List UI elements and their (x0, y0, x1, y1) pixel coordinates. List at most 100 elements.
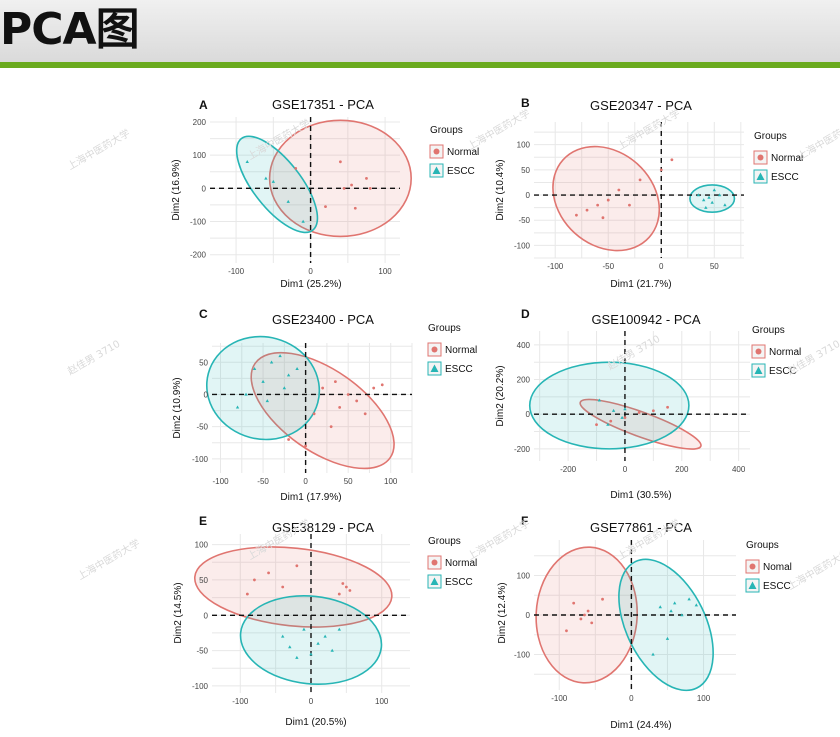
y-tick-label: 200 (517, 376, 531, 385)
data-point-normal (670, 158, 674, 162)
x-tick-label: -100 (228, 267, 245, 276)
y-tick-label: 100 (193, 151, 207, 160)
data-point-escc (269, 360, 274, 364)
data-point-nomal (565, 629, 568, 633)
y-tick-label: -200 (190, 251, 207, 260)
data-point-normal (304, 444, 308, 448)
data-point-escc (701, 198, 706, 202)
data-point-normal (380, 383, 384, 387)
legend-escc-symbol (756, 172, 765, 180)
chart-title: GSE38129 - PCA (272, 520, 374, 535)
y-axis-label: Dim2 (12.4%) (497, 582, 508, 643)
data-point-normal (334, 380, 337, 384)
x-tick-label: 0 (623, 465, 628, 474)
y-tick-label: 50 (521, 166, 530, 175)
data-point-escc (712, 188, 717, 192)
data-point-escc (271, 179, 276, 183)
x-tick-label: 100 (384, 477, 398, 486)
chart-title: GSE17351 - PCA (272, 97, 374, 112)
data-point-escc (244, 392, 248, 396)
data-point-nomal (579, 617, 583, 621)
data-point-normal (350, 183, 353, 187)
x-tick-label: 0 (629, 694, 634, 703)
data-point-normal (617, 188, 621, 192)
legend-label: ESCC (445, 364, 473, 375)
legend-label: ESCC (769, 366, 797, 377)
data-point-normal (348, 589, 352, 592)
panel-letter: D (521, 307, 530, 321)
x-tick-label: 50 (710, 262, 719, 271)
data-point-escc (687, 597, 691, 601)
legend-normal-symbol (433, 148, 440, 155)
data-point-normal (337, 592, 341, 596)
legend-label: Normal (447, 147, 479, 158)
confidence-ellipse-normal (250, 351, 395, 470)
data-point-escc (606, 422, 610, 426)
panel-letter: A (199, 98, 208, 112)
data-point-normal (637, 411, 641, 414)
legend-title: Groups (428, 536, 461, 547)
chart-panel-b: -100 -50 0 50 -100 -50 0 50 100 GSE20347 - PCA B Di… (495, 96, 803, 290)
data-point-escc (704, 205, 708, 209)
legend-label: Normal (445, 558, 477, 569)
data-point-escc (707, 195, 711, 199)
data-point-normal (638, 178, 642, 182)
data-point-normal (363, 412, 367, 416)
watermark-text: 上海中医药大学 (465, 516, 532, 562)
y-tick-label: 0 (526, 611, 531, 620)
data-point-escc (316, 641, 320, 645)
data-point-escc (288, 645, 292, 649)
data-point-escc (710, 200, 714, 204)
legend-label: ESCC (771, 172, 799, 183)
legend: Groups Normal ESCC (753, 131, 803, 184)
data-point-nomal (572, 601, 576, 605)
data-point-escc (265, 399, 270, 403)
data-point-escc (611, 408, 616, 412)
data-point-escc (330, 648, 334, 652)
chart-title: GSE23400 - PCA (272, 312, 374, 327)
chart-panel-e: -100 0 100 -100 -50 0 50 100 GSE38129 - PCA E Dim1… (173, 514, 477, 728)
watermark-text: 上海中医药大学 (795, 116, 840, 162)
watermark-text: 上海中医药大学 (65, 126, 132, 172)
y-tick-label: 100 (195, 541, 209, 550)
data-point-normal (666, 405, 669, 409)
confidence-ellipse-normal (579, 398, 702, 450)
legend-escc-symbol (748, 581, 757, 589)
legend: Groups Normal ESCC (427, 536, 477, 589)
data-point-normal (344, 585, 348, 589)
legend-escc-symbol (754, 366, 763, 374)
chart-title: GSE20347 - PCA (590, 98, 692, 113)
data-point-normal (338, 160, 342, 164)
data-point-escc (282, 386, 287, 390)
confidence-ellipse-escc (689, 184, 736, 213)
y-tick-label: -100 (192, 455, 209, 464)
data-point-escc (323, 634, 327, 638)
data-point-nomal (590, 621, 594, 625)
y-tick-label: 0 (202, 184, 207, 193)
data-point-normal (295, 564, 299, 568)
data-point-escc (680, 613, 684, 617)
confidence-ellipse-nomal (535, 546, 639, 684)
data-point-escc (651, 652, 655, 656)
data-point-normal (659, 168, 663, 172)
x-tick-label: 100 (697, 694, 711, 703)
plot-background (534, 331, 750, 461)
confidence-ellipse-normal (193, 546, 393, 628)
legend-title: Groups (746, 540, 779, 551)
legend-normal-symbol (755, 348, 762, 355)
data-point-normal (321, 386, 325, 390)
data-point-normal (342, 186, 346, 190)
y-tick-label: 50 (199, 358, 208, 367)
legend-escc-symbol (430, 577, 439, 585)
data-point-escc (286, 199, 290, 203)
data-point-escc (337, 627, 341, 631)
panel-letter: E (199, 514, 207, 528)
data-point-normal (575, 213, 578, 217)
x-tick-label: 0 (303, 477, 308, 486)
y-tick-label: -50 (518, 216, 530, 225)
y-tick-label: -100 (514, 241, 531, 250)
y-tick-label: -100 (514, 650, 531, 659)
legend-label: Normal (769, 347, 801, 358)
y-tick-label: 100 (517, 572, 531, 581)
